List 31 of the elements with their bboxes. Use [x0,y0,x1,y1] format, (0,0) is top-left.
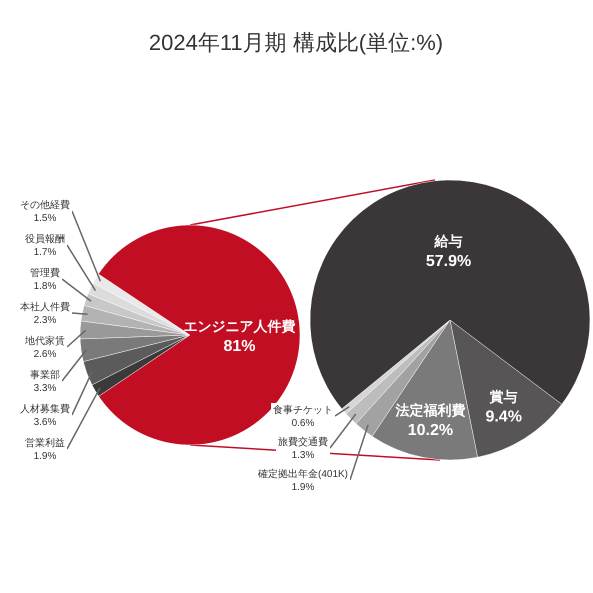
data-label: 3.3% [34,383,57,394]
data-label: 1.3% [292,450,315,461]
slice-label: 確定拠出年金(401K) [256,468,348,480]
data-label: 81% [223,338,256,355]
chart-title: 2024年11月期 構成比(単位:%) [148,30,444,55]
data-label: 0.6% [292,418,315,429]
data-label: 1.9% [292,482,315,493]
slice-label: 営業利益 [25,437,65,449]
slice-label: 賞与 [490,388,518,404]
slice-label: 本社人件費 [20,301,70,313]
slice-label: 事業部 [30,369,60,381]
slice-label: 管理費 [30,267,60,279]
slice-label: 給与 [434,233,463,250]
data-label: 1.7% [34,247,57,258]
data-label: 2.3% [34,315,57,326]
data-label: 1.9% [34,451,57,462]
slice-label: その他経費 [20,199,70,211]
data-label: 1.5% [34,213,57,224]
data-label: 2.6% [34,349,57,360]
data-label: 9.4% [485,408,522,426]
slice-label: 地代家賃 [24,335,65,347]
slice-label: エンジニア人件費 [184,318,296,334]
data-label: 3.6% [34,417,57,428]
data-label: 57.9% [426,253,472,270]
slice-label: 法定福利費 [394,402,466,418]
slice-label: 旅費交通費 [278,436,328,448]
slice-label: 役員報酬 [25,233,65,245]
slice-label: 人材募集費 [20,403,70,415]
data-label: 1.8% [34,281,57,292]
data-label: 10.2% [408,422,454,439]
slice-label: 食事チケット [273,404,333,416]
